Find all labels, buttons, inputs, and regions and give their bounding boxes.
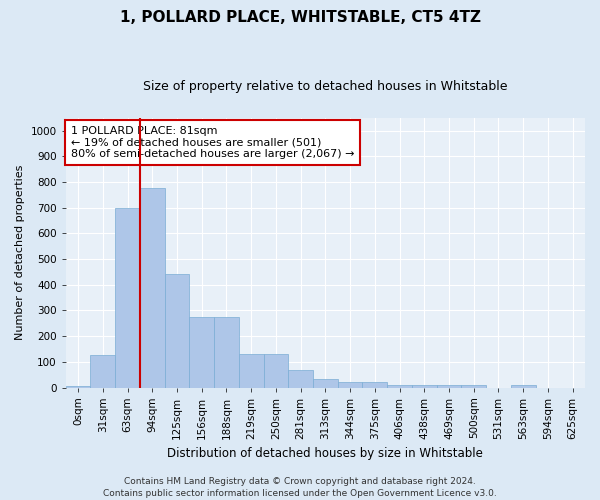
Text: Contains HM Land Registry data © Crown copyright and database right 2024.
Contai: Contains HM Land Registry data © Crown c… [103,476,497,498]
Y-axis label: Number of detached properties: Number of detached properties [15,165,25,340]
Title: Size of property relative to detached houses in Whitstable: Size of property relative to detached ho… [143,80,508,93]
Bar [387,385,412,388]
Bar [115,208,140,388]
Bar [437,385,461,388]
Bar [461,385,486,388]
Text: 1, POLLARD PLACE, WHITSTABLE, CT5 4TZ: 1, POLLARD PLACE, WHITSTABLE, CT5 4TZ [119,10,481,25]
Bar [190,317,214,388]
Bar [412,385,437,388]
Bar [313,378,338,388]
Bar [66,386,91,388]
Bar [214,317,239,388]
Bar [338,382,362,388]
Bar [91,356,115,388]
X-axis label: Distribution of detached houses by size in Whitstable: Distribution of detached houses by size … [167,447,483,460]
Bar [511,385,536,388]
Bar [239,354,263,388]
Bar [362,382,387,388]
Bar [288,370,313,388]
Bar [164,274,190,388]
Text: 1 POLLARD PLACE: 81sqm
← 19% of detached houses are smaller (501)
80% of semi-de: 1 POLLARD PLACE: 81sqm ← 19% of detached… [71,126,355,159]
Bar [263,354,288,388]
Bar [140,188,164,388]
